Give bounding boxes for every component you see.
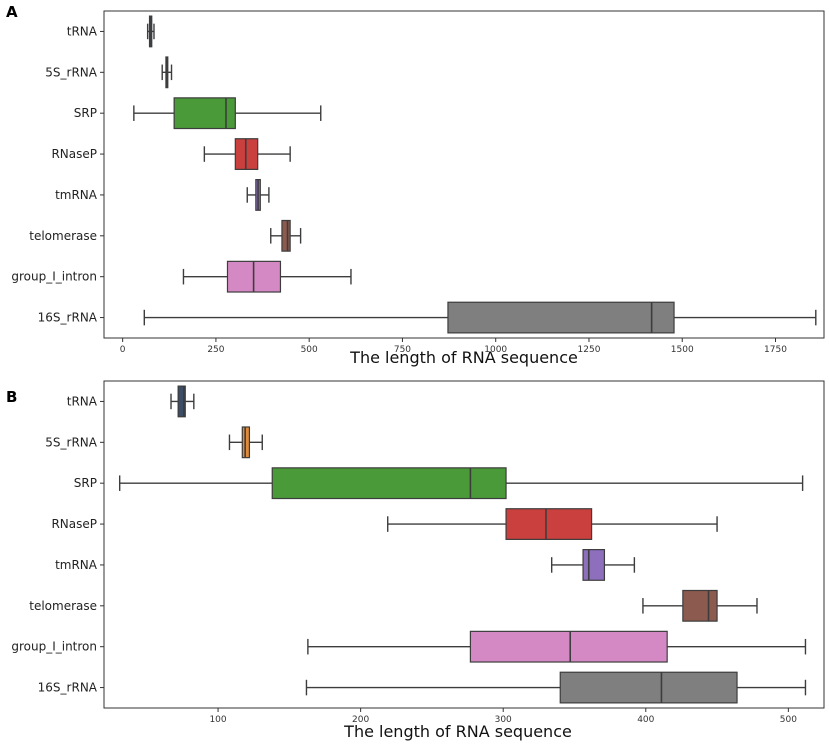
panel-b-telomerase-label: telomerase xyxy=(29,599,97,613)
panel-a-x-axis: 0 250 500 750 1000 1250 1500 1750 xyxy=(120,338,787,355)
panel-a-16s-rrna-box xyxy=(143,301,817,334)
panel-b-srp-label: SRP xyxy=(74,476,97,490)
panel-a-boxes xyxy=(133,15,817,334)
panel-b-tmrna-label: tmRNA xyxy=(55,558,98,572)
panel-b-trna-iqr-box xyxy=(177,385,186,418)
panel-a-x-tick-label-0: 0 xyxy=(120,345,126,355)
panel-a-x-tick-label-1500: 1500 xyxy=(671,345,694,355)
panel-a-plot-area xyxy=(103,10,825,339)
panel-a-x-tick-label-1250: 1250 xyxy=(578,345,601,355)
panel-a-x-tick-label-500: 500 xyxy=(301,345,318,355)
panel-a-x-tick-label-1000: 1000 xyxy=(484,345,507,355)
panel-b-rnasep-box xyxy=(387,508,718,540)
panel-a-telomerase-label: telomerase xyxy=(29,229,97,243)
panel-b-x-axis-title: The length of RNA sequence xyxy=(343,722,572,741)
panel-b-boxes xyxy=(118,385,807,704)
panel-b-y-axis: tRNA 5S_rRNA SRP RNaseP tmRNA telomerase group… xyxy=(11,394,104,695)
panel-b-telomerase-iqr-box xyxy=(682,589,718,622)
panel-b-tmrna-iqr-box xyxy=(582,549,606,581)
panel-b-group-i-intron-label: group_I_intron xyxy=(11,640,97,654)
panel-b-srp-box xyxy=(118,467,804,500)
panel-a-5s-rrna-label: 5S_rRNA xyxy=(45,65,98,79)
panel-b-trna-label: tRNA xyxy=(67,394,98,408)
panel-b-x-tick-label-200: 200 xyxy=(352,715,369,725)
panel-b-group-i-intron-iqr-box xyxy=(469,630,668,663)
panel-a-x-tick-label-750: 750 xyxy=(394,345,411,355)
panel-b-trna-box xyxy=(170,385,195,418)
panel-a-letter: A xyxy=(6,3,18,21)
panel-a-trna-label: tRNA xyxy=(67,24,98,38)
panel-b-x-tick-label-400: 400 xyxy=(637,715,654,725)
panel-b-telomerase-box xyxy=(642,589,758,622)
panel-a-group-i-intron-box xyxy=(182,260,352,293)
panel-b-x-tick-label-500: 500 xyxy=(780,715,797,725)
panel-b-x-axis: 100 200 300 400 500 xyxy=(209,708,797,725)
panel-a-group-i-intron-label: group_I_intron xyxy=(11,270,97,284)
panel-a: A tRNA 5S_rRNA SRP RNaseP tmRNA telomerase gro… xyxy=(6,3,825,367)
panel-b: B tRNA 5S_rRNA SRP RNaseP tmRNA telomerase gro… xyxy=(6,380,825,741)
panel-b-16s-rrna-iqr-box xyxy=(559,671,738,704)
panel-b-rnasep-label: RNaseP xyxy=(51,517,97,531)
panel-a-16s-rrna-iqr-box xyxy=(447,301,675,334)
panel-b-rnasep-iqr-box xyxy=(505,508,593,540)
panel-a-trna-box xyxy=(146,15,155,48)
panel-a-tmrna-box xyxy=(246,179,270,211)
panel-b-16s-rrna-label: 16S_rRNA xyxy=(38,681,98,695)
panel-b-plot-area xyxy=(103,380,825,709)
panel-a-y-axis: tRNA 5S_rRNA SRP RNaseP tmRNA telomerase group… xyxy=(11,24,104,325)
panel-b-x-tick-label-100: 100 xyxy=(209,715,226,725)
panel-a-x-tick-label-1750: 1750 xyxy=(764,345,787,355)
panel-a-telomerase-box xyxy=(270,219,302,252)
panel-b-letter: B xyxy=(6,388,17,406)
panel-a-rnasep-box xyxy=(203,138,291,170)
panel-a-x-axis-title: The length of RNA sequence xyxy=(349,348,578,367)
panel-b-srp-iqr-box xyxy=(271,467,507,500)
panel-a-x-tick-label-250: 250 xyxy=(207,345,224,355)
panel-a-16s-rrna-label: 16S_rRNA xyxy=(38,311,98,325)
panel-b-group-i-intron-box xyxy=(307,630,807,663)
panel-b-tmrna-box xyxy=(550,549,636,581)
panel-b-5s-rrna-box xyxy=(228,426,263,459)
panel-a-srp-label: SRP xyxy=(74,106,97,120)
panel-b-5s-rrna-label: 5S_rRNA xyxy=(45,435,98,449)
panel-b-16s-rrna-box xyxy=(305,671,807,704)
panel-a-5s-rrna-box xyxy=(161,56,173,89)
panel-a-srp-iqr-box xyxy=(173,97,236,130)
panel-a-tmrna-label: tmRNA xyxy=(55,188,98,202)
panel-a-srp-box xyxy=(133,97,322,130)
panel-a-rnasep-label: RNaseP xyxy=(51,147,97,161)
panel-a-telomerase-iqr-box xyxy=(281,219,291,252)
panel-b-x-tick-label-300: 300 xyxy=(495,715,512,725)
